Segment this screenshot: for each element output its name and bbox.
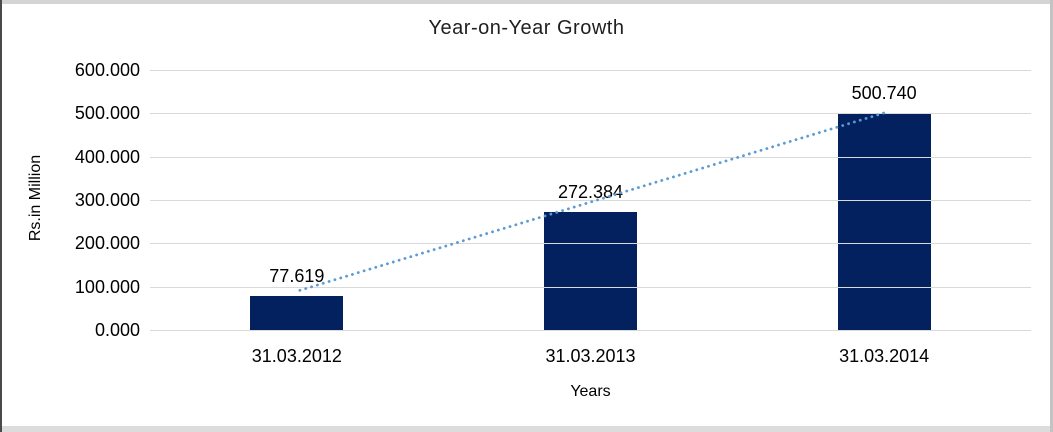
y-tick-label: 200.000 [74, 233, 140, 254]
y-tick-label: 100.000 [74, 276, 140, 297]
bar-data-label: 77.619 [269, 266, 325, 287]
bar-data-label: 272.384 [557, 181, 624, 202]
bar [544, 211, 637, 330]
x-tick-label: 31.03.2014 [839, 346, 930, 366]
bar-data-label: 500.740 [851, 83, 917, 103]
frame-border-top [0, 0, 1053, 4]
gridline [150, 156, 1031, 158]
y-tick-label: 500.000 [74, 103, 140, 124]
x-tick-label: 31.03.2012 [251, 346, 342, 366]
frame-border-right [1050, 0, 1053, 432]
y-tick-label: 0.000 [94, 320, 140, 340]
gridline [150, 70, 1031, 71]
x-tick-label: 31.03.2013 [545, 346, 636, 366]
y-tick-label: 600.000 [74, 60, 140, 80]
frame-border-bottom [0, 426, 1053, 432]
gridline [150, 113, 1031, 115]
frame-border-left [0, 0, 2, 432]
x-axis-title: Years [570, 383, 611, 400]
y-tick-label: 400.000 [74, 146, 140, 167]
gridline [150, 330, 1031, 331]
chart-title: Year-on-Year Growth [428, 17, 625, 39]
bar [250, 296, 344, 330]
y-tick-label: 300.000 [74, 190, 140, 210]
gridline [150, 243, 1031, 245]
bar [837, 113, 931, 330]
